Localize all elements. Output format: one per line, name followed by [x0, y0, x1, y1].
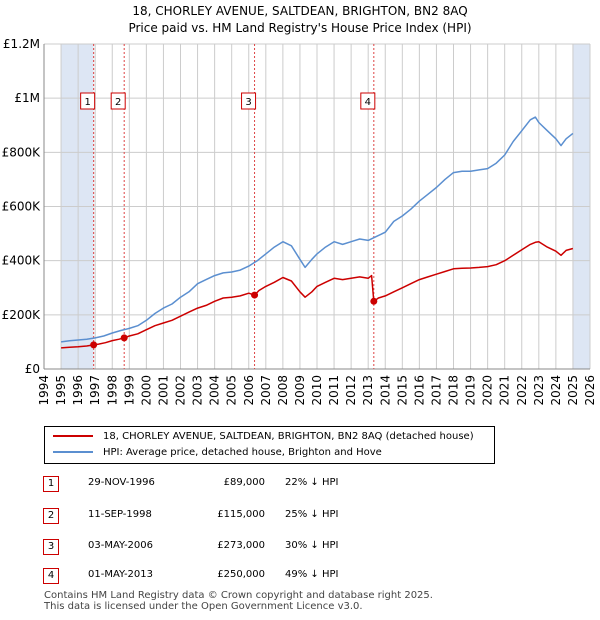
x-tick-label: 2014	[378, 375, 392, 406]
sale-point	[90, 341, 98, 349]
legend-label-hpi: HPI: Average price, detached house, Brig…	[103, 447, 382, 458]
y-tick-label: £400K	[2, 254, 42, 268]
x-tick-label: 2002	[174, 375, 188, 406]
y-tick-label: £600K	[2, 200, 42, 214]
table-row: 3 03-MAY-2006 £273,000 30% ↓ HPI	[0, 538, 600, 558]
sale-point	[370, 297, 378, 305]
x-tick-label: 2010	[310, 375, 324, 406]
y-tick-label: £1M	[14, 91, 40, 105]
marker-badge-label: 4	[365, 97, 371, 108]
x-tick-label: 2019	[464, 375, 478, 406]
transaction-price: £115,000	[217, 509, 265, 520]
x-tick-label: 2005	[225, 375, 239, 406]
x-tick-label: 2011	[327, 375, 341, 406]
x-tick-label: 2006	[242, 375, 256, 406]
x-tick-label: 2015	[395, 375, 409, 406]
transaction-number-badge: 3	[43, 539, 59, 555]
transaction-hpi-delta: 49% ↓ HPI	[285, 569, 339, 580]
transaction-date: 01-MAY-2013	[88, 569, 154, 580]
x-tick-label: 2020	[481, 375, 495, 406]
y-tick-label: £200K	[2, 308, 42, 322]
x-tick-label: 1996	[71, 375, 85, 406]
x-tick-label: 1999	[122, 375, 136, 406]
y-tick-label: £1.2M	[3, 37, 40, 51]
x-tick-label: 2018	[447, 375, 461, 406]
sale-point	[120, 334, 128, 342]
transaction-hpi-delta: 22% ↓ HPI	[285, 477, 339, 488]
chart-title: 18, CHORLEY AVENUE, SALTDEAN, BRIGHTON, …	[132, 4, 468, 18]
transaction-price: £250,000	[217, 569, 265, 580]
x-tick-label: 2000	[139, 375, 153, 406]
x-tick-label: 2025	[566, 375, 580, 406]
x-tick-label: 2021	[498, 375, 512, 406]
marker-badge	[360, 92, 376, 110]
table-row: 1 29-NOV-1996 £89,000 22% ↓ HPI	[0, 475, 600, 495]
footer-copyright: Contains HM Land Registry data © Crown c…	[44, 590, 433, 601]
transaction-hpi-delta: 25% ↓ HPI	[285, 509, 339, 520]
x-tick-label: 2024	[549, 375, 563, 406]
marker-badge-label: 1	[84, 97, 90, 108]
legend-item-hpi: HPI: Average price, detached house, Brig…	[53, 446, 382, 460]
x-tick-label: 2022	[515, 375, 529, 406]
marker-badge	[80, 92, 96, 110]
x-tick-label: 2023	[532, 375, 546, 406]
marker-badge	[110, 92, 126, 110]
marker-badge	[241, 92, 257, 110]
transaction-price: £89,000	[223, 477, 265, 488]
transaction-number-badge: 1	[43, 476, 59, 492]
y-tick-label: £0	[25, 362, 40, 376]
x-tick-label: 2007	[259, 375, 273, 406]
x-tick-label: 1994	[37, 375, 51, 406]
x-tick-label: 1997	[88, 375, 102, 406]
x-tick-label: 2017	[429, 375, 443, 406]
transaction-date: 29-NOV-1996	[88, 477, 155, 488]
legend-label-property: 18, CHORLEY AVENUE, SALTDEAN, BRIGHTON, …	[103, 431, 474, 442]
table-row: 4 01-MAY-2013 £250,000 49% ↓ HPI	[0, 567, 600, 587]
x-tick-label: 2008	[276, 375, 290, 406]
x-tick-label: 2012	[344, 375, 358, 406]
transaction-price: £273,000	[217, 540, 265, 551]
marker-badge-label: 2	[115, 97, 121, 108]
x-tick-label: 2009	[293, 375, 307, 406]
marker-badge-label: 3	[245, 97, 251, 108]
transaction-number-badge: 2	[43, 508, 59, 524]
chart-legend: 18, CHORLEY AVENUE, SALTDEAN, BRIGHTON, …	[44, 426, 495, 464]
legend-item-property: 18, CHORLEY AVENUE, SALTDEAN, BRIGHTON, …	[53, 430, 474, 444]
legend-swatch-hpi	[53, 451, 93, 453]
x-tick-label: 2016	[412, 375, 426, 406]
transaction-hpi-delta: 30% ↓ HPI	[285, 540, 339, 551]
x-tick-label: 2004	[208, 375, 222, 406]
chart-subtitle: Price paid vs. HM Land Registry's House …	[128, 21, 472, 35]
sale-point	[251, 291, 259, 299]
hpi-series-line	[61, 116, 574, 343]
transaction-number-badge: 4	[43, 568, 59, 584]
transaction-date: 11-SEP-1998	[88, 509, 152, 520]
x-tick-label: 2001	[156, 375, 170, 406]
x-tick-label: 2013	[361, 375, 375, 406]
property-series-line	[61, 240, 574, 349]
y-tick-label: £800K	[2, 145, 42, 159]
x-tick-label: 1995	[54, 375, 68, 406]
x-tick-label: 2026	[583, 375, 597, 406]
x-tick-label: 1998	[105, 375, 119, 406]
x-tick-label: 2003	[191, 375, 205, 406]
footer-license: Contains HM Land Registry data © Crown c…	[44, 590, 433, 612]
legend-swatch-property	[53, 435, 93, 437]
table-row: 2 11-SEP-1998 £115,000 25% ↓ HPI	[0, 507, 600, 527]
footer-licence: This data is licensed under the Open Gov…	[44, 601, 363, 612]
transaction-date: 03-MAY-2006	[88, 540, 154, 551]
